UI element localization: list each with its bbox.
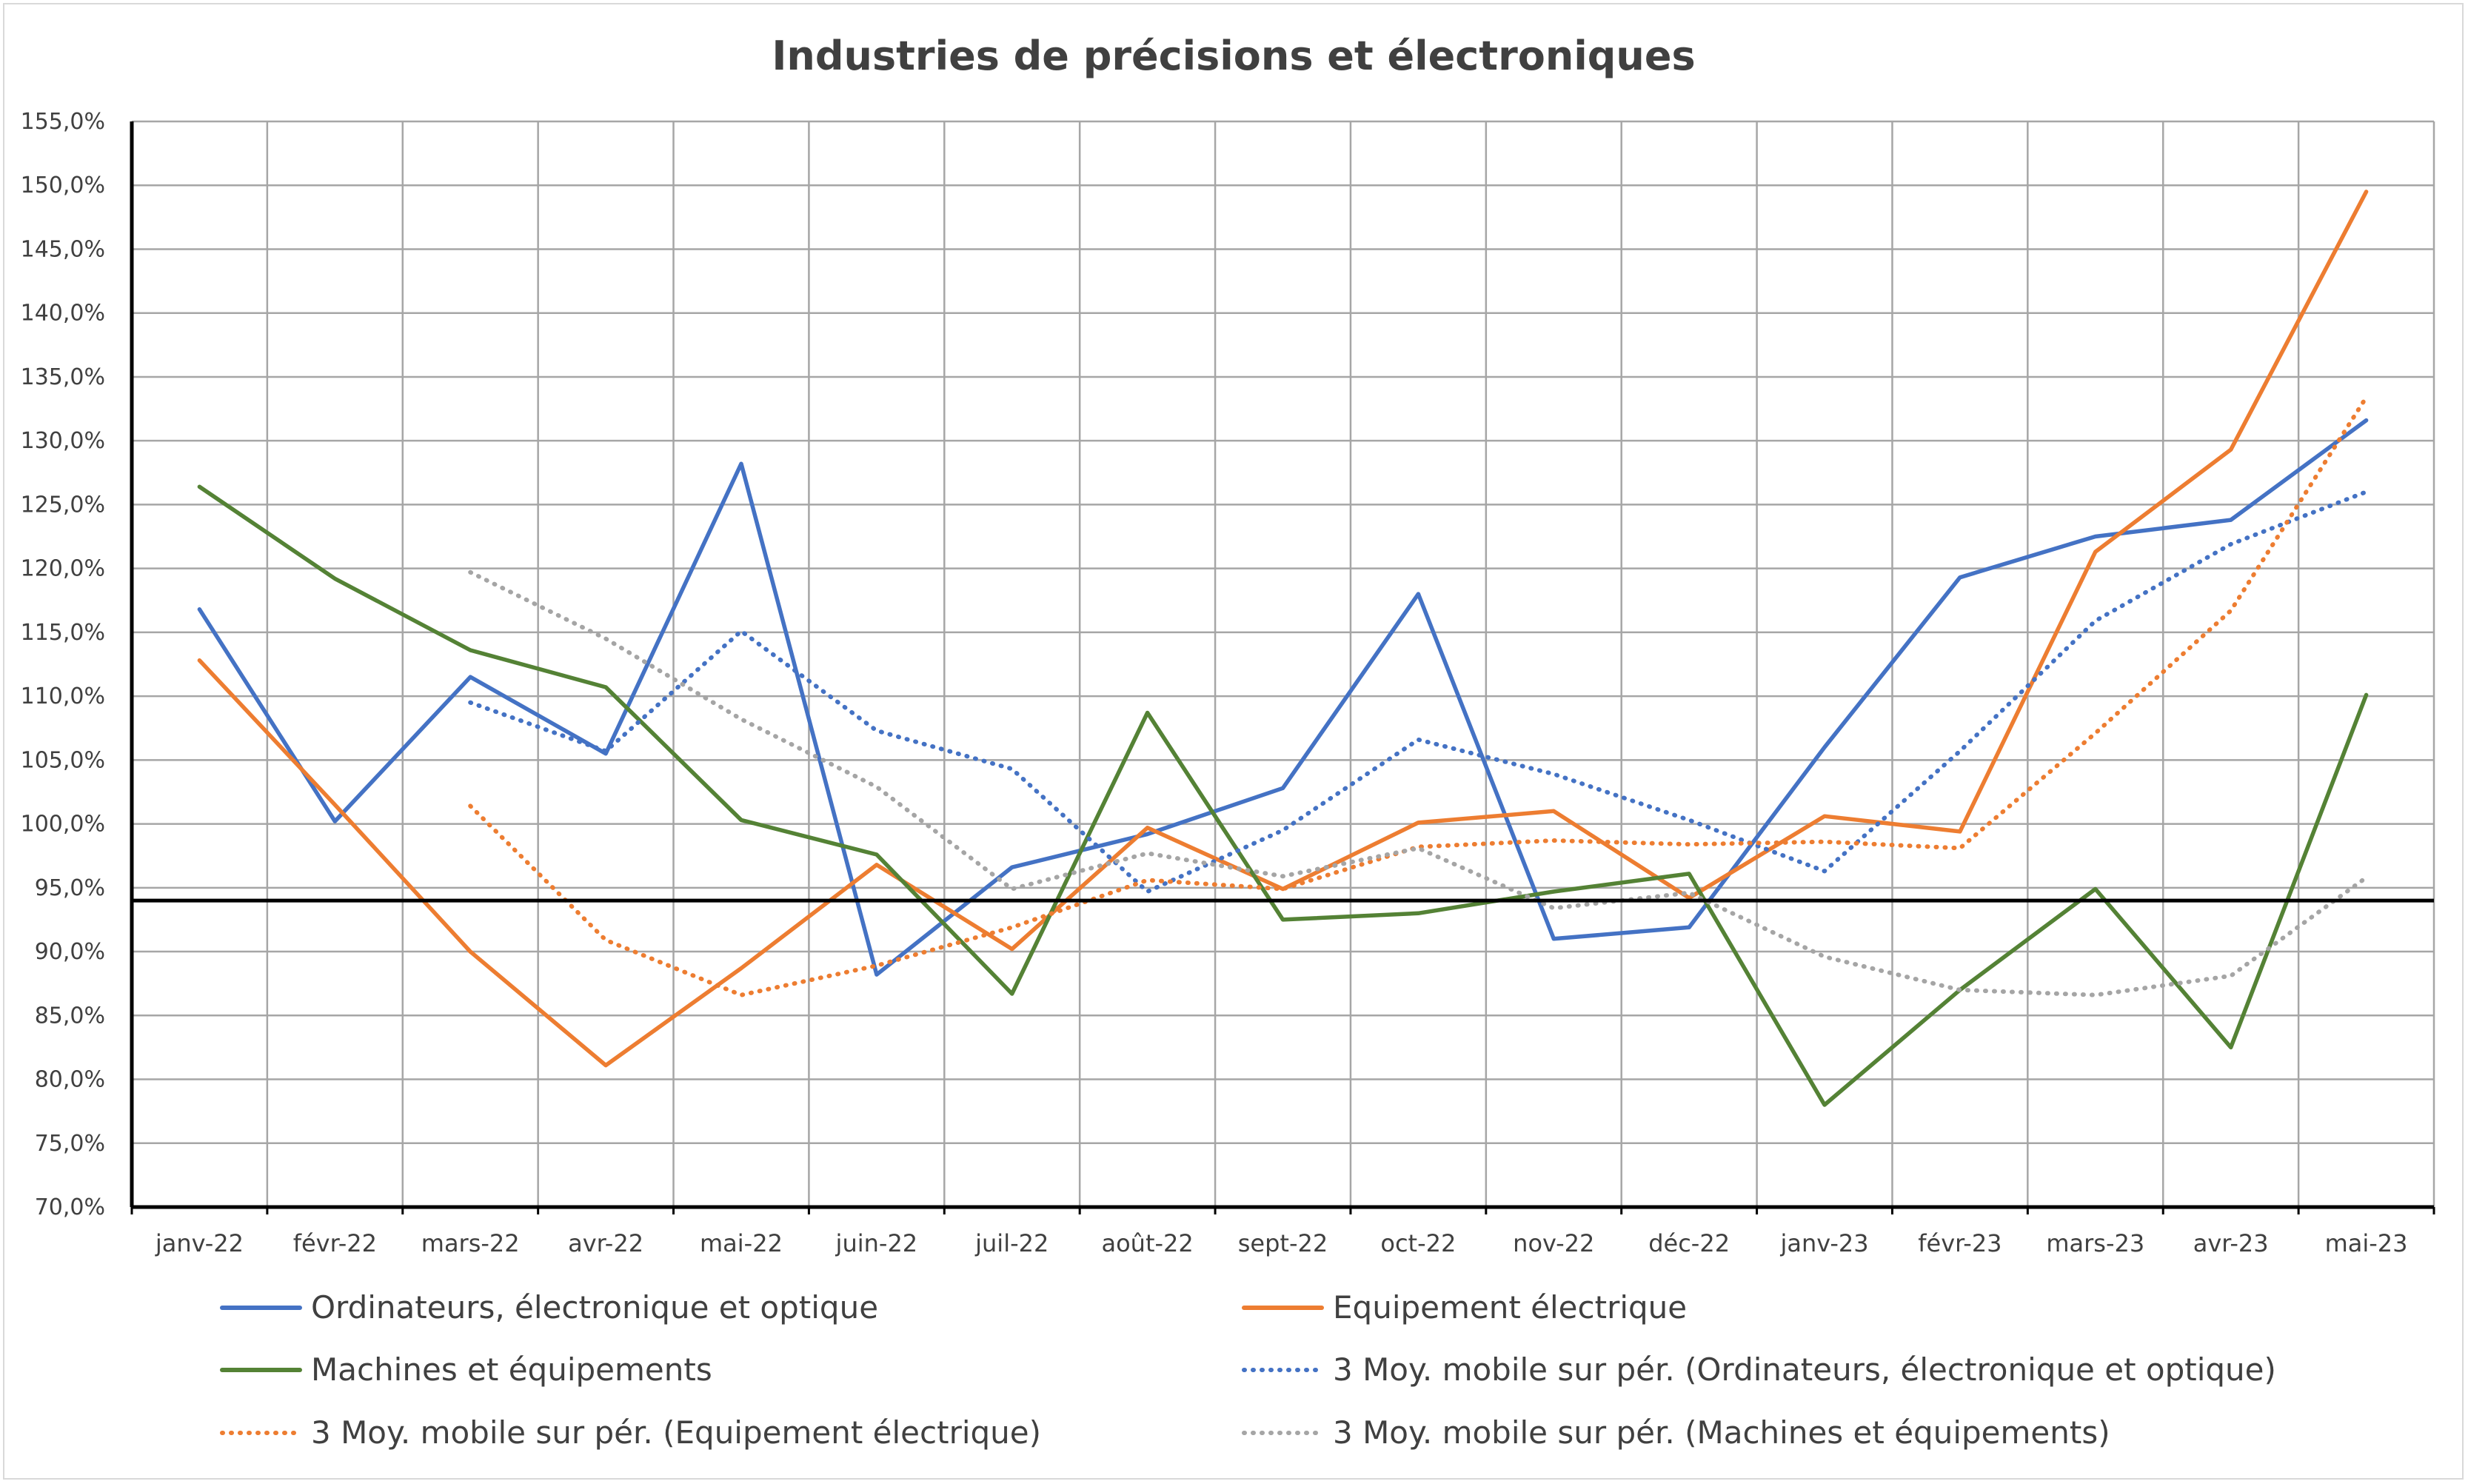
x-tick-label: juil-22: [974, 1229, 1049, 1257]
y-tick-label: 90,0%: [35, 939, 105, 965]
y-tick-label: 130,0%: [21, 428, 105, 454]
y-tick-label: 135,0%: [21, 364, 105, 390]
x-tick-label: oct-22: [1380, 1229, 1456, 1257]
legend-label: Ordinateurs, électronique et optique: [311, 1289, 878, 1326]
x-tick-label: avr-22: [568, 1229, 643, 1257]
y-tick-label: 145,0%: [21, 236, 105, 262]
x-tick-label: juin-22: [835, 1229, 918, 1257]
x-tick-label: mai-22: [700, 1229, 783, 1257]
y-tick-labels: 70,0% 75,0% 80,0% 85,0% 90,0% 95,0% 100,0% 105,…: [21, 109, 105, 1220]
x-tick-label: août-22: [1101, 1229, 1193, 1257]
series-line-3-moy-mobile-sur-per-ordinateurs-electronique-et-optique-dotted: [468, 489, 2369, 894]
x-tick-label: déc-22: [1648, 1229, 1730, 1257]
legend-label: 3 Moy. mobile sur pér. (Machines et équi…: [1333, 1414, 2110, 1451]
y-tick-label: 120,0%: [21, 556, 105, 582]
y-tick-label: 80,0%: [35, 1067, 105, 1093]
x-tick-label: mars-23: [2046, 1229, 2144, 1257]
x-tick-label: janv-22: [155, 1229, 244, 1257]
series-line-3-moy-mobile-sur-per-equipement-electrique-dotted: [468, 395, 2369, 997]
y-tick-label: 155,0%: [21, 109, 105, 135]
y-tick-label: 110,0%: [21, 683, 105, 709]
legend-label: 3 Moy. mobile sur pér. (Equipement élect…: [311, 1414, 1041, 1451]
series-line-machines-et-equipements: [197, 484, 2369, 1107]
y-tick-label: 75,0%: [35, 1131, 105, 1157]
series-line-ordinateurs-electronique-et-optique: [197, 418, 2369, 977]
chart-title: Industries de précisions et électronique…: [772, 33, 1695, 79]
legend-label: Equipement électrique: [1333, 1289, 1687, 1326]
y-tick-label: 85,0%: [35, 1003, 105, 1029]
x-tick-labels: janv-22 févr-22 mars-22 avr-22 mai-22 juin-22…: [155, 1229, 2408, 1257]
series-group: [132, 190, 2434, 1107]
y-tick-label: 105,0%: [21, 747, 105, 773]
x-tick-label: févr-23: [1918, 1229, 2002, 1257]
y-tick-label: 125,0%: [21, 492, 105, 518]
y-tick-label: 95,0%: [35, 875, 105, 901]
legend-label: Machines et équipements: [311, 1351, 712, 1388]
x-tick-label: sept-22: [1238, 1229, 1328, 1257]
x-tick-label: févr-22: [293, 1229, 377, 1257]
series-line-3-moy-mobile-sur-per-machines-et-equipements-dotted: [468, 569, 2369, 997]
axes: [130, 121, 2435, 1214]
y-tick-label: 70,0%: [35, 1194, 105, 1220]
y-tick-label: 150,0%: [21, 173, 105, 198]
x-tick-label: janv-23: [1779, 1229, 1868, 1257]
legend-label: 3 Moy. mobile sur pér. (Ordinateurs, éle…: [1333, 1351, 2276, 1388]
x-tick-label: nov-22: [1513, 1229, 1594, 1257]
y-tick-label: 115,0%: [21, 620, 105, 646]
y-tick-label: 140,0%: [21, 301, 105, 327]
x-tick-label: avr-23: [2193, 1229, 2269, 1257]
x-tick-label: mai-23: [2325, 1229, 2408, 1257]
x-tick-label: mars-22: [421, 1229, 520, 1257]
legend: Ordinateurs, électronique et optique Equi…: [220, 1289, 2276, 1451]
grid: [132, 120, 2435, 1209]
series-line-equipement-electrique: [197, 190, 2369, 1068]
y-tick-label: 100,0%: [21, 812, 105, 838]
